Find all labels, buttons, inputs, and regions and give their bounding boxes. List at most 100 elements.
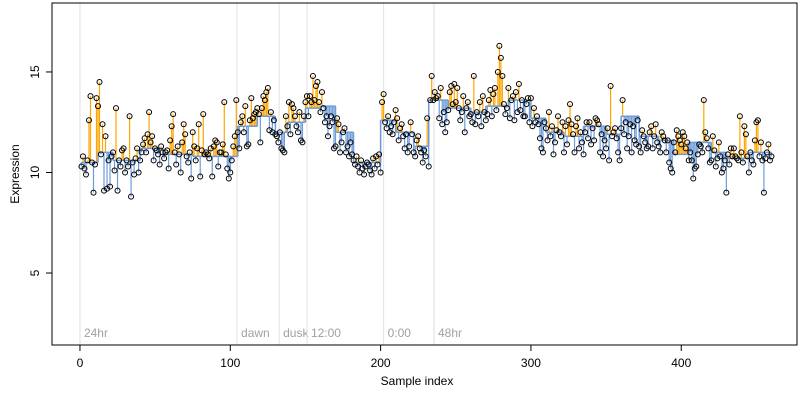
point — [497, 54, 504, 61]
point — [287, 131, 294, 138]
point — [188, 175, 195, 182]
point — [146, 109, 153, 116]
point — [284, 123, 291, 130]
point — [600, 153, 607, 160]
point — [267, 109, 274, 116]
point — [460, 93, 467, 100]
plot-frame — [51, 2, 798, 346]
point — [389, 131, 396, 138]
point — [225, 175, 232, 182]
point — [392, 107, 399, 114]
point — [110, 149, 117, 156]
x-tick-label: 100 — [220, 356, 240, 370]
point — [240, 129, 247, 136]
point — [428, 72, 435, 79]
point — [606, 157, 613, 164]
point — [275, 139, 282, 146]
point — [649, 145, 656, 152]
point — [657, 149, 664, 156]
point — [700, 97, 707, 104]
point — [500, 101, 507, 108]
point — [595, 121, 602, 128]
point — [536, 135, 543, 142]
point — [591, 137, 598, 144]
point — [344, 143, 351, 150]
point — [120, 145, 127, 152]
point — [559, 119, 566, 126]
point — [682, 145, 689, 152]
point — [353, 153, 360, 160]
point — [318, 89, 325, 96]
point — [412, 153, 419, 160]
point — [134, 145, 141, 152]
point — [512, 89, 519, 96]
point — [79, 153, 86, 160]
point — [326, 123, 333, 130]
point — [511, 117, 518, 124]
point — [624, 145, 631, 152]
point — [721, 157, 728, 164]
point — [612, 125, 619, 132]
point — [702, 129, 709, 136]
point — [228, 157, 235, 164]
point — [385, 113, 392, 120]
point — [90, 189, 97, 196]
point — [125, 163, 132, 170]
point — [137, 157, 144, 164]
point — [82, 171, 89, 178]
point — [437, 85, 444, 92]
point — [361, 171, 368, 178]
point — [320, 105, 327, 112]
point — [690, 175, 697, 182]
point — [708, 157, 715, 164]
point — [98, 151, 105, 158]
point — [164, 147, 171, 154]
point — [374, 161, 381, 168]
point — [570, 131, 577, 138]
point — [391, 119, 398, 126]
point — [768, 153, 775, 160]
annotation-label: 24hr — [84, 326, 108, 340]
point — [161, 155, 168, 162]
point — [499, 72, 506, 79]
point — [757, 139, 764, 146]
point — [562, 123, 569, 130]
point — [96, 79, 103, 86]
point — [503, 105, 510, 112]
point — [358, 157, 365, 164]
point — [180, 121, 187, 128]
point — [765, 141, 772, 148]
point — [368, 171, 375, 178]
point — [210, 143, 217, 150]
point — [693, 163, 700, 170]
point — [580, 151, 587, 158]
point — [548, 123, 555, 130]
point — [179, 139, 186, 146]
point — [505, 85, 512, 92]
point — [224, 165, 231, 172]
point — [730, 145, 737, 152]
point — [709, 133, 716, 140]
point — [442, 129, 449, 136]
point — [117, 163, 124, 170]
point — [720, 165, 727, 172]
point — [479, 93, 486, 100]
point — [670, 139, 677, 146]
point — [317, 109, 324, 116]
point — [140, 141, 147, 148]
point — [114, 187, 121, 194]
point — [518, 97, 525, 104]
point — [491, 85, 498, 92]
point — [281, 149, 288, 156]
annotation-label: 12:00 — [311, 326, 341, 340]
point — [248, 95, 255, 102]
x-tick-label: 300 — [521, 356, 541, 370]
point — [197, 173, 204, 180]
point — [409, 131, 416, 138]
point — [490, 91, 497, 98]
point — [406, 143, 413, 150]
x-tick-label: 200 — [371, 356, 391, 370]
point — [541, 119, 548, 126]
point — [628, 149, 635, 156]
point — [182, 131, 189, 138]
